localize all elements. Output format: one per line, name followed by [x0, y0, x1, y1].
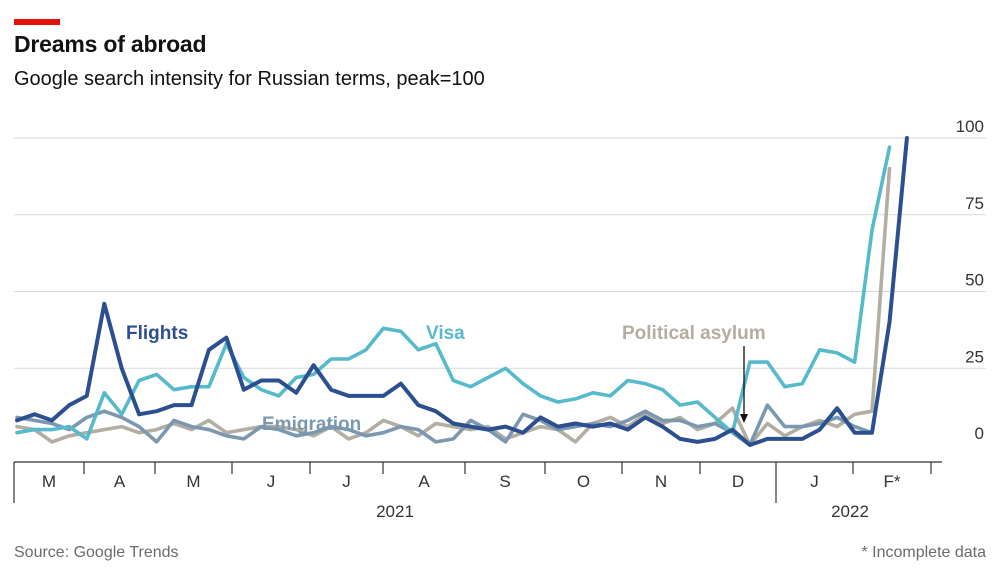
y-tick-label: 75 [965, 194, 984, 213]
series-labels: Flights Visa Emigration Political asylum [126, 323, 766, 435]
x-month-label: J [342, 472, 351, 491]
series-label-political-asylum: Political asylum [622, 323, 766, 344]
series-line-flights [15, 136, 909, 447]
x-axis: M A M J J A S O N D J F* 2021 2022 [13, 461, 942, 521]
series-label-visa: Visa [426, 323, 465, 344]
x-month-label: S [499, 472, 510, 491]
chart-subtitle: Google search intensity for Russian term… [14, 68, 485, 90]
y-tick-label: 0 [975, 424, 984, 443]
x-month-label: N [655, 472, 667, 491]
x-year-label: 2022 [831, 502, 869, 521]
series-label-flights: Flights [126, 323, 188, 344]
source-note: Source: Google Trends [14, 544, 179, 561]
x-month-label: D [732, 472, 744, 491]
x-month-label: F* [884, 472, 901, 491]
x-month-label: M [186, 472, 200, 491]
y-tick-label: 25 [965, 347, 984, 366]
x-month-label: O [577, 472, 590, 491]
series-line-political-asylum [15, 166, 892, 447]
x-month-label: A [114, 472, 126, 491]
x-month-label: A [418, 472, 430, 491]
x-month-label: J [267, 472, 276, 491]
series-line-visa [15, 145, 892, 441]
political-asylum-pointer-arrowhead [740, 414, 748, 423]
y-axis-tick-labels: 0 25 50 75 100 [956, 117, 984, 443]
incomplete-data-note: * Incomplete data [861, 544, 986, 561]
brand-accent-bar [14, 19, 60, 25]
gridlines [14, 137, 986, 369]
y-tick-label: 50 [965, 271, 984, 290]
x-month-label: J [810, 472, 819, 491]
x-year-label: 2021 [376, 502, 414, 521]
y-tick-label: 100 [956, 117, 984, 136]
series-label-emigration: Emigration [262, 414, 361, 435]
chart-title: Dreams of abroad [14, 31, 207, 57]
x-month-label: M [42, 472, 56, 491]
